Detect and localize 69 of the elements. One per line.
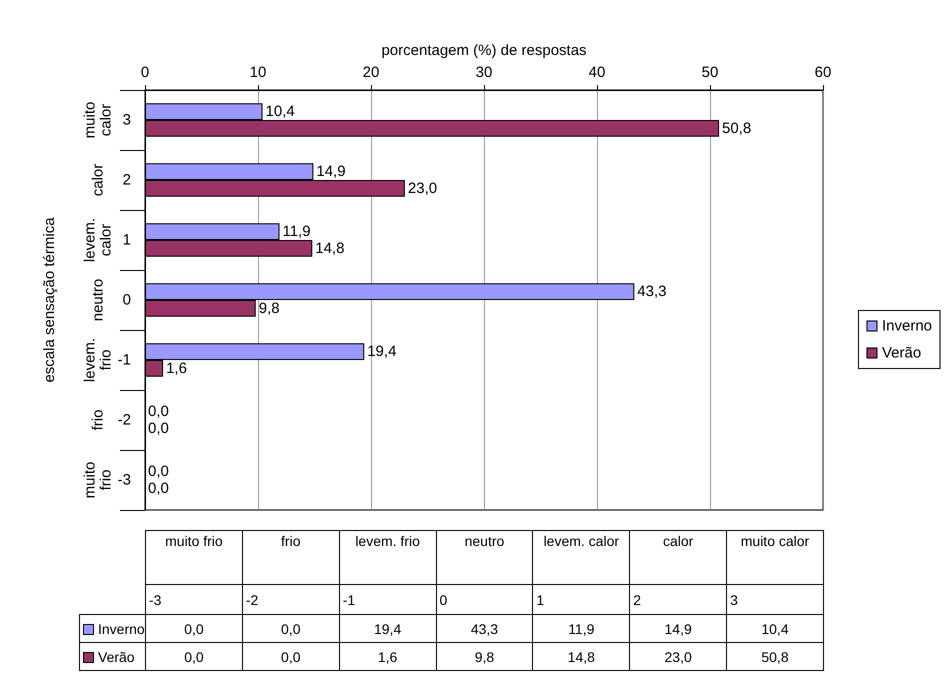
data-label: 50,8	[722, 120, 752, 137]
x-tick-label: 30	[476, 64, 492, 81]
text: calor	[90, 164, 106, 196]
data-label: 0,0	[148, 403, 169, 420]
category-label: -1	[342, 592, 356, 608]
x-axis-title: porcentagem (%) de respostas	[381, 42, 587, 59]
text: 0,0	[184, 648, 204, 664]
text: 0,0	[184, 620, 204, 636]
y-axis-title: escala sensação térmica	[41, 216, 58, 383]
x-tick-label: 50	[702, 64, 718, 81]
text: 1,6	[378, 648, 398, 664]
text: 0,0	[281, 620, 300, 636]
text: 11,9	[568, 620, 594, 636]
text: Inverno	[98, 620, 145, 636]
x-tick-label: 20	[362, 64, 380, 81]
data-label: 11,9	[282, 223, 311, 240]
text: 19,4	[374, 620, 402, 636]
category-label: 1	[536, 592, 544, 608]
legend-label: Inverno	[882, 318, 932, 334]
data-label: 10,4	[266, 103, 295, 120]
legend-label: Verão	[882, 344, 922, 362]
text: 14,9	[664, 620, 692, 636]
text: frio	[90, 410, 106, 430]
data-label: 1,6	[166, 360, 187, 377]
y-tick-label: -1	[118, 352, 131, 368]
text: 0,0	[281, 648, 300, 664]
text: 14,8	[568, 648, 595, 664]
y-tick-label: 3	[122, 112, 131, 128]
text: muito calor	[82, 102, 114, 138]
text: 43,3	[470, 620, 498, 636]
y-tick-label: 0	[122, 292, 131, 308]
data-label: 19,4	[367, 343, 396, 360]
y-tick-label: 1	[122, 232, 131, 248]
text: calor	[630, 530, 727, 584]
text: muito frio	[82, 462, 114, 498]
text: 10,4	[761, 620, 789, 636]
category-label: 0	[440, 592, 448, 608]
text: 23,0	[664, 648, 692, 664]
category-label: 2	[633, 592, 642, 608]
data-label: 9,8	[258, 300, 280, 317]
text: muito calor	[726, 530, 824, 584]
text: Verão	[98, 648, 135, 664]
data-label: 14,9	[316, 163, 346, 180]
text: levem. calor	[532, 530, 630, 584]
category-label: 3	[730, 592, 738, 608]
text: 50,8	[761, 648, 789, 664]
text: levem. calor	[82, 218, 114, 262]
text: neutro	[90, 278, 106, 322]
x-tick-label: 0	[140, 64, 150, 81]
data-label: 0,0	[148, 420, 169, 437]
text: frio	[242, 530, 340, 584]
x-tick-label: 40	[588, 64, 606, 81]
text: levem. frio	[82, 338, 114, 382]
data-label: 0,0	[148, 463, 169, 480]
data-label: 14,8	[315, 240, 344, 257]
y-tick-label: -3	[118, 472, 131, 488]
data-label: 0,0	[148, 480, 169, 497]
text: muito frio	[146, 530, 242, 584]
text: neutro	[436, 530, 533, 584]
text: 9,8	[474, 648, 494, 664]
category-label: -2	[246, 592, 258, 608]
data-label: 43,3	[637, 283, 666, 300]
text: levem. frio	[339, 530, 436, 584]
y-tick-label: -2	[118, 412, 131, 428]
x-tick-label: 10	[250, 64, 266, 81]
category-label: -3	[149, 592, 162, 608]
data-label: 23,0	[408, 180, 438, 197]
y-tick-label: 2	[122, 172, 131, 188]
x-tick-label: 60	[814, 64, 832, 81]
